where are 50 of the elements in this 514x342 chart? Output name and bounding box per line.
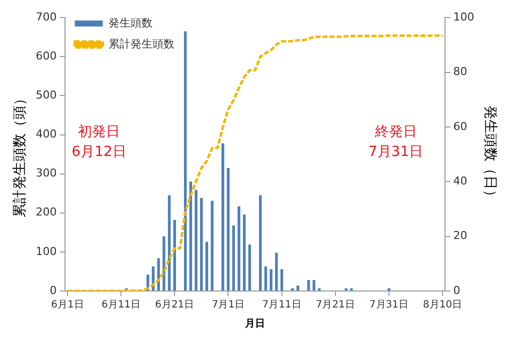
y2-tick-label: 0 [453,284,460,297]
y2-tick-label: 40 [453,174,468,188]
bar [259,195,262,290]
bar [157,258,160,290]
bar [238,206,240,290]
x-tick-label: 8月10日 [422,300,462,311]
annotation: 終発日 7月31日 [368,124,424,160]
x-tick-label: 7月31日 [369,300,408,311]
y2-tick-label: 100 [453,10,474,24]
bar [205,242,208,290]
bar [280,269,284,290]
x-axis-title: 月日 [244,318,265,330]
y-tick-label: 100 [36,244,57,258]
x-tick-label: 6月11日 [102,300,141,311]
y2-axis-title: 発生頭数（日） [482,105,498,204]
x-tick-label: 6月21日 [155,300,194,311]
bar [194,190,198,290]
legend-label: 累計発生頭数 [108,37,174,50]
bar [307,280,310,290]
bar [270,269,272,290]
bar [242,214,246,290]
bar [312,280,316,290]
y2-tick-label: 20 [453,229,468,242]
bar [200,198,203,290]
bar [264,266,268,290]
y2-tick-label: 80 [453,65,468,78]
y-tick-label: 300 [36,166,57,180]
bar [248,244,251,290]
bar [296,286,300,290]
bar [210,200,214,290]
bar [162,236,166,290]
bar [222,143,224,290]
bar [184,31,187,290]
legend-label: 発生頭数 [108,16,152,30]
y-tick-label: 500 [36,88,57,102]
x-tick-label: 7月11日 [262,300,302,311]
x-tick-label: 7月21日 [316,300,355,311]
y-tick-label: 0 [50,284,57,297]
bar [232,225,235,290]
annotation: 初発日 6月12日 [72,124,126,160]
x-tick-label: 6月1日 [51,300,84,311]
x-tick-label: 7月1日 [212,300,245,311]
y-tick-label: 200 [36,206,57,219]
y-tick-label: 600 [36,50,57,63]
y2-tick-label: 60 [453,120,468,133]
y-tick-label: 700 [36,10,57,24]
y-axis-title: 累計発生頭数（頭） [12,91,28,218]
bar [275,252,278,290]
bar [226,168,230,290]
y-tick-label: 400 [36,128,57,141]
